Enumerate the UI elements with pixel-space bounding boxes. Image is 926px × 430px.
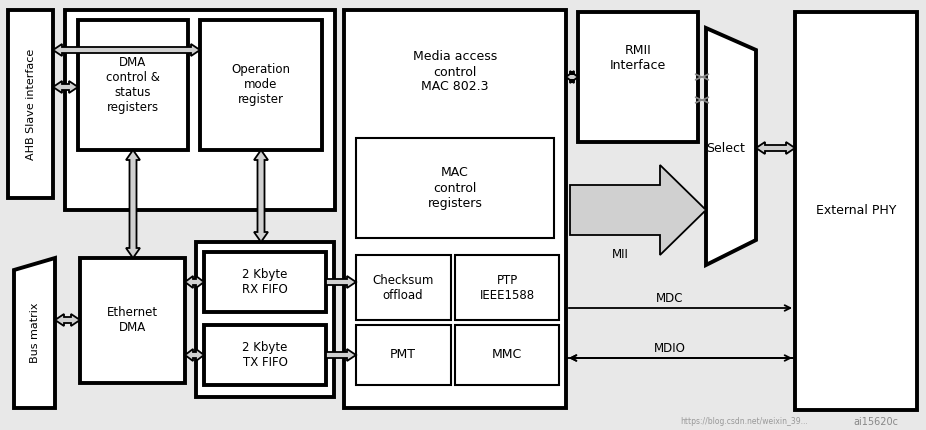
Polygon shape [326,276,356,288]
Polygon shape [14,258,55,408]
Bar [65,10,335,210]
Text: MDIO: MDIO [654,341,686,354]
Bar [200,20,322,150]
Polygon shape [55,314,80,326]
Text: Ethernet
DMA: Ethernet DMA [106,306,157,334]
Text: Select: Select [707,141,745,154]
Bar [8,10,53,198]
Text: Checksum
offload: Checksum offload [372,274,433,302]
Text: Operation
mode
register: Operation mode register [232,64,291,107]
Polygon shape [185,349,204,361]
Bar [196,242,334,397]
Polygon shape [254,150,268,242]
Text: MDC: MDC [657,292,683,304]
Text: AHB Slave interface: AHB Slave interface [26,49,35,160]
Text: PMT: PMT [390,348,416,362]
Bar [204,252,326,312]
Bar [795,12,917,410]
Bar [578,12,698,142]
Text: External PHY: External PHY [816,203,896,216]
Polygon shape [185,276,204,288]
Text: 2 Kbyte
RX FIFO: 2 Kbyte RX FIFO [242,268,288,296]
Polygon shape [326,349,356,361]
Bar [204,325,326,385]
Polygon shape [126,150,140,258]
Bar [455,255,559,320]
Text: MAC
control
registers: MAC control registers [428,166,482,209]
Polygon shape [53,81,78,93]
Text: 2 Kbyte
TX FIFO: 2 Kbyte TX FIFO [243,341,288,369]
Text: RMII
Interface: RMII Interface [610,44,666,72]
Polygon shape [566,71,578,83]
Bar [78,20,188,150]
Text: MII: MII [611,249,629,261]
Polygon shape [756,142,795,154]
Text: MMC: MMC [492,348,522,362]
Text: PTP
IEEE1588: PTP IEEE1588 [480,274,534,302]
Bar [356,138,554,238]
Text: https://blog.csdn.net/weixin_39...: https://blog.csdn.net/weixin_39... [680,418,807,427]
Text: ai15620c: ai15620c [853,417,898,427]
Polygon shape [706,28,756,265]
Text: Media access
control
MAC 802.3: Media access control MAC 802.3 [413,50,497,93]
Polygon shape [570,165,706,255]
Bar [455,325,559,385]
Bar [80,258,185,383]
Bar [356,255,451,320]
Text: DMA
control &
status
registers: DMA control & status registers [106,56,160,114]
Bar [356,325,451,385]
Bar [344,10,566,408]
Polygon shape [53,44,200,56]
Text: Bus matrix: Bus matrix [30,303,40,363]
